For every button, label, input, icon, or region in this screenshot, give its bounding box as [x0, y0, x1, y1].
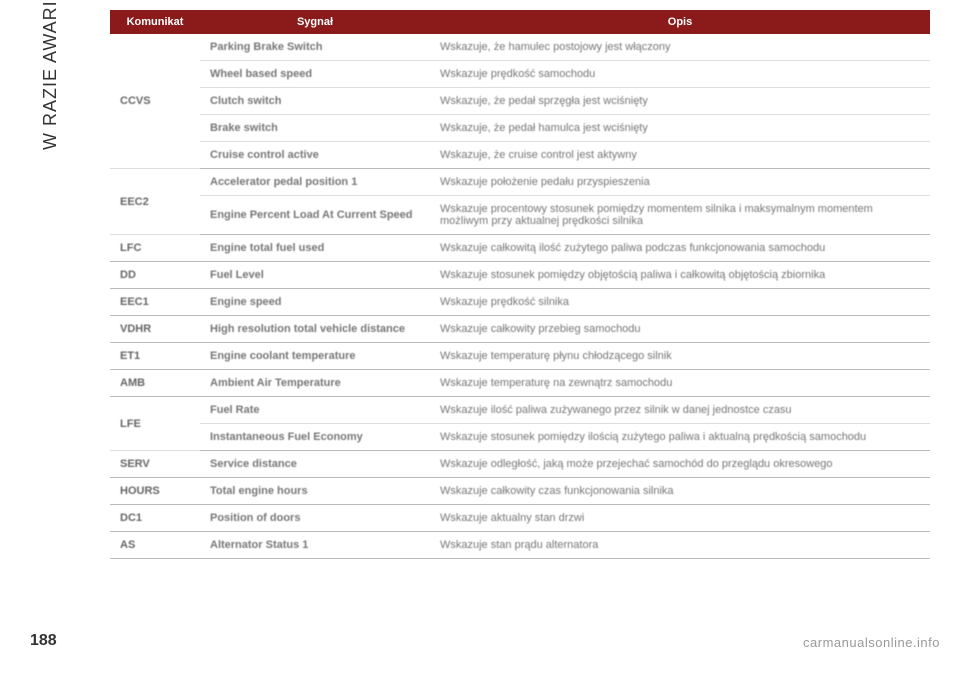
- cell-opis: Wskazuje położenie pedału przyspieszenia: [430, 169, 930, 196]
- cell-sygnal: Accelerator pedal position 1: [200, 169, 430, 196]
- table-row: Clutch switchWskazuje, że pedał sprzęgła…: [110, 88, 930, 115]
- cell-sygnal: Engine total fuel used: [200, 235, 430, 262]
- table-row: CCVSParking Brake SwitchWskazuje, że ham…: [110, 34, 930, 61]
- cell-opis: Wskazuje, że pedał hamulca jest wciśnięt…: [430, 115, 930, 142]
- header-komunikat: Komunikat: [110, 10, 200, 34]
- cell-opis: Wskazuje temperaturę na zewnątrz samocho…: [430, 370, 930, 397]
- table-body: CCVSParking Brake SwitchWskazuje, że ham…: [110, 34, 930, 559]
- cell-sygnal: Service distance: [200, 451, 430, 478]
- cell-sygnal: Fuel Level: [200, 262, 430, 289]
- cell-sygnal: Parking Brake Switch: [200, 34, 430, 61]
- cell-komunikat: EEC1: [110, 289, 200, 316]
- signals-table-container: Komunikat Sygnał Opis CCVSParking Brake …: [110, 10, 930, 559]
- signals-table: Komunikat Sygnał Opis CCVSParking Brake …: [110, 10, 930, 559]
- cell-opis: Wskazuje, że cruise control jest aktywny: [430, 142, 930, 169]
- cell-opis: Wskazuje odległość, jaką może przejechać…: [430, 451, 930, 478]
- cell-opis: Wskazuje stosunek pomiędzy objętością pa…: [430, 262, 930, 289]
- cell-sygnal: Total engine hours: [200, 478, 430, 505]
- cell-sygnal: Alternator Status 1: [200, 532, 430, 559]
- cell-komunikat: ET1: [110, 343, 200, 370]
- table-row: HOURSTotal engine hoursWskazuje całkowit…: [110, 478, 930, 505]
- cell-komunikat: AMB: [110, 370, 200, 397]
- table-row: DC1Position of doorsWskazuje aktualny st…: [110, 505, 930, 532]
- cell-opis: Wskazuje ilość paliwa zużywanego przez s…: [430, 397, 930, 424]
- table-row: ASAlternator Status 1Wskazuje stan prądu…: [110, 532, 930, 559]
- cell-sygnal: Wheel based speed: [200, 61, 430, 88]
- table-row: Cruise control activeWskazuje, że cruise…: [110, 142, 930, 169]
- cell-komunikat: HOURS: [110, 478, 200, 505]
- cell-sygnal: Engine coolant temperature: [200, 343, 430, 370]
- cell-komunikat: DD: [110, 262, 200, 289]
- cell-sygnal: Cruise control active: [200, 142, 430, 169]
- cell-sygnal: Instantaneous Fuel Economy: [200, 424, 430, 451]
- cell-komunikat: EEC2: [110, 169, 200, 235]
- cell-sygnal: Fuel Rate: [200, 397, 430, 424]
- table-row: Brake switchWskazuje, że pedał hamulca j…: [110, 115, 930, 142]
- table-row: DDFuel LevelWskazuje stosunek pomiędzy o…: [110, 262, 930, 289]
- table-row: SERVService distanceWskazuje odległość, …: [110, 451, 930, 478]
- header-opis: Opis: [430, 10, 930, 34]
- page-number: 188: [30, 632, 57, 650]
- cell-opis: Wskazuje stan prądu alternatora: [430, 532, 930, 559]
- cell-sygnal: Position of doors: [200, 505, 430, 532]
- cell-sygnal: Engine speed: [200, 289, 430, 316]
- cell-sygnal: Clutch switch: [200, 88, 430, 115]
- table-row: LFCEngine total fuel usedWskazuje całkow…: [110, 235, 930, 262]
- cell-komunikat: SERV: [110, 451, 200, 478]
- cell-komunikat: AS: [110, 532, 200, 559]
- cell-opis: Wskazuje prędkość samochodu: [430, 61, 930, 88]
- table-row: Engine Percent Load At Current SpeedWska…: [110, 196, 930, 235]
- table-row: ET1Engine coolant temperatureWskazuje te…: [110, 343, 930, 370]
- cell-opis: Wskazuje całkowity przebieg samochodu: [430, 316, 930, 343]
- cell-opis: Wskazuje procentowy stosunek pomiędzy mo…: [430, 196, 930, 235]
- header-sygnal: Sygnał: [200, 10, 430, 34]
- cell-opis: Wskazuje, że hamulec postojowy jest włąc…: [430, 34, 930, 61]
- cell-komunikat: VDHR: [110, 316, 200, 343]
- table-row: Instantaneous Fuel EconomyWskazuje stosu…: [110, 424, 930, 451]
- table-row: VDHRHigh resolution total vehicle distan…: [110, 316, 930, 343]
- cell-opis: Wskazuje prędkość silnika: [430, 289, 930, 316]
- cell-opis: Wskazuje, że pedał sprzęgła jest wciśnię…: [430, 88, 930, 115]
- cell-opis: Wskazuje temperaturę płynu chłodzącego s…: [430, 343, 930, 370]
- cell-sygnal: Ambient Air Temperature: [200, 370, 430, 397]
- table-row: EEC2Accelerator pedal position 1Wskazuje…: [110, 169, 930, 196]
- table-header-row: Komunikat Sygnał Opis: [110, 10, 930, 34]
- cell-opis: Wskazuje stosunek pomiędzy ilością zużyt…: [430, 424, 930, 451]
- watermark: carmanualsonline.info: [803, 635, 940, 650]
- cell-opis: Wskazuje aktualny stan drzwi: [430, 505, 930, 532]
- table-row: AMBAmbient Air TemperatureWskazuje tempe…: [110, 370, 930, 397]
- cell-sygnal: Engine Percent Load At Current Speed: [200, 196, 430, 235]
- cell-komunikat: CCVS: [110, 34, 200, 169]
- cell-komunikat: DC1: [110, 505, 200, 532]
- cell-opis: Wskazuje całkowitą ilość zużytego paliwa…: [430, 235, 930, 262]
- cell-komunikat: LFC: [110, 235, 200, 262]
- cell-opis: Wskazuje całkowity czas funkcjonowania s…: [430, 478, 930, 505]
- table-row: Wheel based speedWskazuje prędkość samoc…: [110, 61, 930, 88]
- table-row: LFEFuel RateWskazuje ilość paliwa zużywa…: [110, 397, 930, 424]
- section-title: W RAZIE AWARII: [40, 0, 61, 150]
- cell-sygnal: Brake switch: [200, 115, 430, 142]
- table-row: EEC1Engine speedWskazuje prędkość silnik…: [110, 289, 930, 316]
- cell-sygnal: High resolution total vehicle distance: [200, 316, 430, 343]
- cell-komunikat: LFE: [110, 397, 200, 451]
